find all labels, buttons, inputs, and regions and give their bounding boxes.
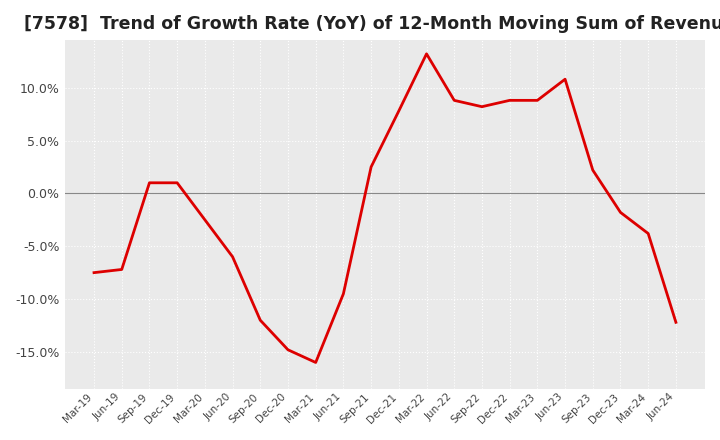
Title: [7578]  Trend of Growth Rate (YoY) of 12-Month Moving Sum of Revenues: [7578] Trend of Growth Rate (YoY) of 12-… [24,15,720,33]
